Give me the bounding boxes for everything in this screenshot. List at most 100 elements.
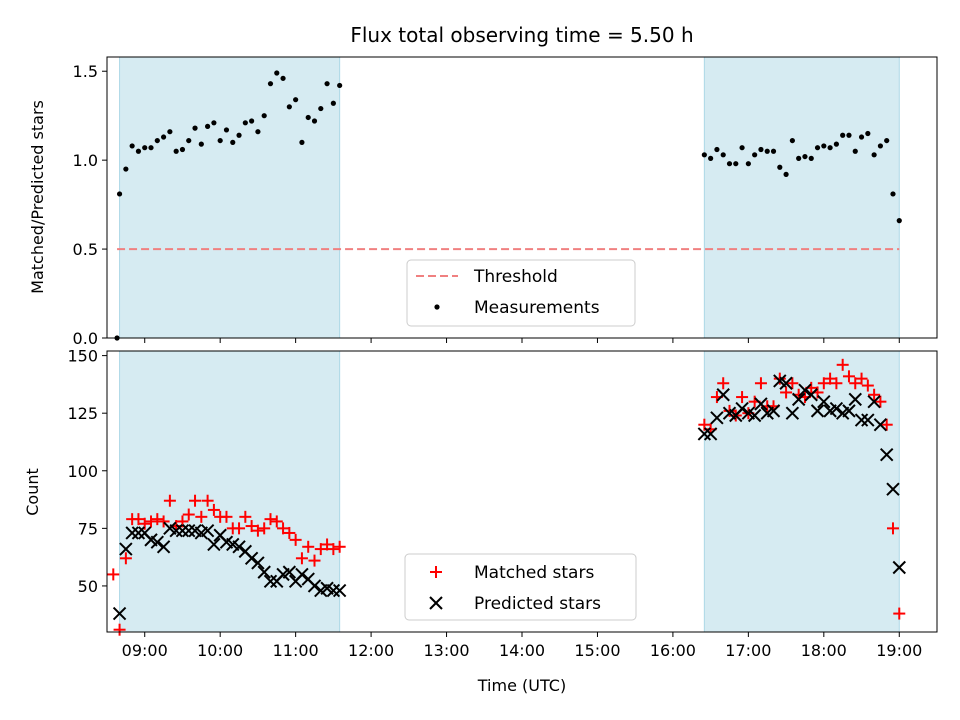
top-panel: 0.0 0.5 1.0 1.5 Matched/Predicted stars Thr…	[28, 56, 938, 348]
measurement-point	[796, 155, 802, 161]
predicted-star-point	[798, 383, 812, 397]
matched-star-point	[201, 494, 214, 507]
matched-star-point	[145, 515, 158, 528]
measurement-point	[846, 132, 852, 138]
matched-star-point	[157, 515, 170, 528]
predicted-star-point	[263, 574, 278, 589]
matched-star-point	[151, 513, 164, 526]
measurement-point	[236, 132, 242, 138]
measurement-point	[274, 70, 280, 76]
matched-legend-swatch	[430, 566, 442, 578]
measurement-point	[733, 161, 739, 167]
matched-star-point	[270, 515, 283, 528]
top-legend-box	[406, 259, 636, 327]
predicted-star-point	[257, 565, 271, 579]
predicted-star-point	[332, 583, 347, 598]
measurement-point	[179, 146, 186, 153]
matched-star-point	[207, 503, 220, 516]
matched-star-point	[277, 522, 290, 535]
matched-star-point	[239, 510, 252, 523]
measurement-point	[186, 137, 192, 144]
predicted-star-point	[251, 556, 265, 570]
measurement-point	[896, 218, 902, 224]
bottom-xtick-label: 18:00	[801, 641, 847, 660]
matched-star-point	[245, 520, 258, 533]
matched-star-point	[868, 388, 881, 401]
top-ytick-label: 1.0	[73, 151, 98, 170]
top-ytick-label: 0.5	[73, 240, 98, 259]
matched-star-point	[893, 607, 906, 620]
measurement-point	[305, 114, 311, 121]
matched-star-point	[880, 418, 893, 431]
matched-star-point	[163, 494, 176, 507]
predicted-star-point	[810, 404, 825, 418]
measurement-point	[286, 104, 292, 110]
bottom-legend-box	[404, 553, 637, 621]
top-ytick-label: 1.5	[73, 62, 98, 81]
measurement-point	[217, 137, 223, 144]
bottom-panel: 09:00 10:00 11:00 12:00 13:00 14:00 15:00 16:00…	[23, 347, 938, 695]
measurement-point	[129, 143, 135, 149]
matched-star-point	[861, 379, 874, 392]
predicted-star-point	[156, 540, 171, 554]
matched-star-point	[182, 508, 195, 521]
measurement-point	[770, 148, 777, 154]
bottom-shaded-span-0	[119, 350, 341, 633]
measurement-point	[720, 152, 726, 158]
bottom-xtick-label: 14:00	[499, 641, 545, 660]
measurement-point	[840, 132, 846, 138]
top-ytick-label: 0.0	[73, 329, 98, 348]
measurement-point	[299, 139, 305, 145]
measurement-point	[865, 130, 871, 137]
matched-star-point	[264, 513, 277, 526]
matched-star-point	[251, 524, 264, 537]
measurement-point	[192, 125, 198, 131]
matched-star-point	[723, 404, 736, 417]
matched-star-point	[717, 377, 730, 390]
measurement-point	[858, 134, 865, 140]
measurement-point	[726, 161, 733, 167]
measurement-point	[802, 153, 808, 160]
measurement-point	[116, 191, 123, 197]
predicted-star-point	[879, 447, 894, 462]
measurement-point	[280, 75, 286, 81]
measurement-point	[167, 129, 173, 135]
bottom-xtick-label: 16:00	[650, 641, 696, 660]
predicted-star-point	[295, 567, 309, 582]
matched-star-point	[119, 552, 132, 565]
measurement-point	[160, 134, 167, 140]
measurement-point	[255, 129, 261, 135]
predicted-star-point	[848, 392, 862, 407]
measurements-legend-swatch	[434, 304, 440, 310]
bottom-ytick-label: 50	[78, 577, 98, 596]
predicted-star-point	[804, 388, 818, 402]
matched-star-point	[289, 533, 302, 546]
matched-star-point	[786, 377, 799, 390]
measurement-point	[142, 145, 148, 151]
measurement-point	[293, 97, 299, 103]
matched-star-point	[830, 377, 843, 390]
measurement-point	[833, 141, 839, 147]
predicted-star-point	[716, 388, 730, 402]
bottom-ytick-label: 150	[67, 347, 98, 366]
top-ylabel: Matched/Predicted stars	[28, 100, 47, 294]
matched-star-point	[113, 623, 126, 636]
matched-star-point	[295, 552, 308, 565]
matched-star-point	[849, 377, 862, 390]
measurement-point	[123, 166, 129, 172]
bottom-xtick-label: 15:00	[574, 641, 620, 660]
measurement-point	[330, 100, 336, 106]
measurement-point	[808, 155, 814, 161]
bottom-xtick-label: 13:00	[423, 641, 469, 660]
matched-star-point	[195, 510, 208, 523]
predicted-star-point	[150, 535, 165, 549]
predicted-star-point	[842, 404, 856, 418]
predicted-star-point	[125, 526, 139, 540]
measurement-point	[777, 164, 783, 170]
bottom-xtick-label: 19:00	[876, 641, 922, 660]
predicted-star-point	[131, 526, 146, 540]
predicted-star-point	[735, 401, 749, 416]
matched-star-point	[220, 510, 233, 523]
bottom-legend: Matched stars Predicted stars	[404, 553, 637, 621]
measurement-point	[205, 123, 211, 129]
